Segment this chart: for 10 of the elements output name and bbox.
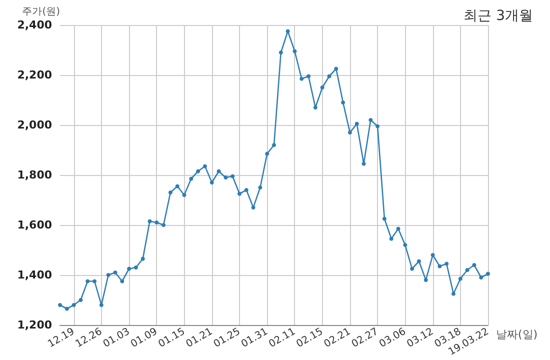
y-tick-label: 1,800 bbox=[17, 168, 52, 182]
y-tick-label: 2,400 bbox=[17, 18, 52, 32]
y-tick-label: 2,000 bbox=[17, 118, 52, 132]
chart-title: 최근 3개월 bbox=[464, 8, 533, 24]
x-axis-title: 날짜(일) bbox=[496, 328, 538, 341]
y-tick-label: 1,200 bbox=[17, 318, 52, 332]
y-axis-title: 주가(원) bbox=[22, 6, 60, 18]
y-tick-label: 2,200 bbox=[17, 68, 52, 82]
y-tick-label: 1,400 bbox=[17, 268, 52, 282]
y-tick-label: 1,600 bbox=[17, 218, 52, 232]
